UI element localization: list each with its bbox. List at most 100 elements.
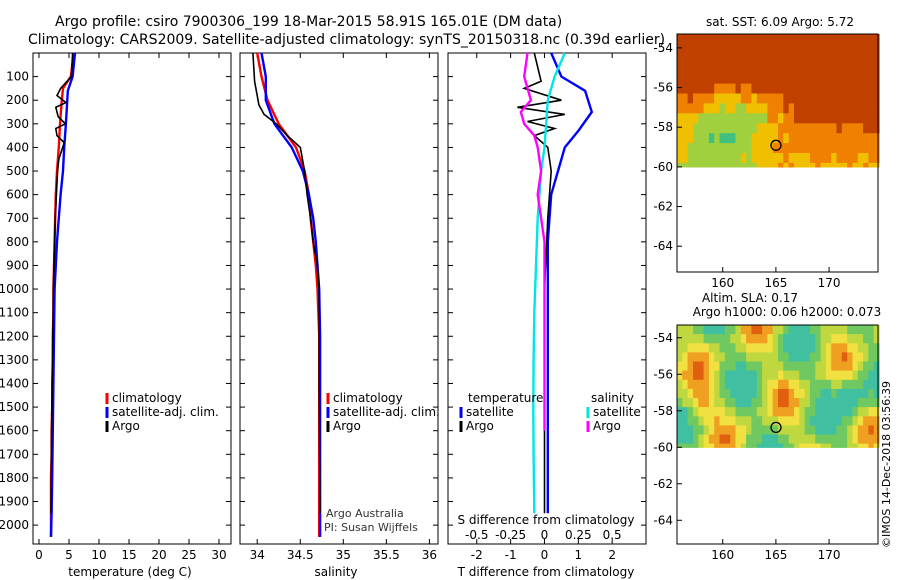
heatmap-cell — [740, 123, 747, 134]
heatmap-cell — [788, 343, 795, 353]
heatmap-cell — [708, 416, 715, 426]
heatmap-cell — [703, 53, 710, 65]
heatmap-cell — [756, 93, 763, 104]
x-tick-label: 30 — [211, 548, 226, 562]
heatmap-cell — [857, 434, 864, 445]
heatmap-cell — [831, 443, 838, 448]
sst-map-panel: sat. SST: 6.09 Argo: 5.72 160 165 170 -54 -5… — [653, 15, 880, 290]
heatmap-cell — [751, 103, 758, 114]
heatmap-cell — [783, 153, 790, 164]
heatmap-cell — [836, 407, 843, 417]
heatmap-cell — [836, 325, 843, 335]
heatmap-cell — [708, 443, 715, 448]
heatmap-cell — [857, 83, 864, 95]
heatmap-cell — [847, 93, 854, 104]
heatmap-cell — [857, 162, 864, 168]
heatmap-cell — [767, 334, 774, 344]
heatmap-cell — [698, 334, 705, 344]
heatmap-cell — [730, 334, 737, 344]
heatmap-cell — [703, 113, 710, 124]
y-tick-label: 300 — [6, 117, 29, 131]
heatmap-cell — [847, 53, 854, 65]
heatmap-cell — [687, 388, 694, 399]
heatmap-cell — [836, 43, 843, 55]
heatmap-cell — [815, 416, 822, 426]
heatmap-cell — [762, 103, 768, 114]
heatmap-cell — [825, 361, 832, 372]
heatmap-cell — [724, 34, 731, 45]
heatmap-cell — [730, 379, 737, 390]
heatmap-cell — [841, 43, 848, 55]
series-line-sat — [546, 52, 594, 514]
heatmap-cell — [852, 83, 859, 95]
heatmap-cell — [762, 425, 768, 436]
heatmap-cell — [735, 434, 742, 445]
heatmap-cell — [724, 153, 731, 164]
heatmap-cell — [794, 63, 800, 75]
heatmap-cell — [783, 334, 790, 344]
heatmap-cell — [762, 143, 768, 154]
heatmap-cell — [767, 434, 774, 445]
heatmap-cell — [703, 388, 710, 399]
heatmap-cell — [820, 34, 827, 45]
heatmap-cell — [708, 434, 715, 445]
heatmap-cell — [820, 43, 827, 55]
heatmap-cell — [847, 133, 854, 144]
heatmap-cell — [809, 93, 816, 104]
heatmap-cell — [831, 73, 838, 85]
heatmap-cell — [809, 153, 816, 164]
heatmap-cell — [809, 416, 816, 426]
heatmap-cell — [714, 407, 721, 417]
heatmap-cell — [863, 334, 869, 344]
heatmap-cell — [863, 103, 869, 114]
salinity-xlabel: salinity — [314, 565, 357, 579]
heatmap-cell — [852, 334, 859, 344]
heatmap-cell — [836, 73, 843, 85]
heatmap-cell — [868, 113, 875, 124]
heatmap-cell — [767, 379, 774, 390]
heatmap-cell — [809, 443, 816, 448]
heatmap-cell — [799, 407, 806, 417]
heatmap-cell — [815, 343, 822, 353]
heatmap-cell — [756, 352, 763, 363]
heatmap-cell — [831, 143, 838, 154]
heatmap-cell — [809, 361, 816, 372]
heatmap-cell — [687, 53, 694, 65]
heatmap-cell — [783, 73, 790, 85]
heatmap-cell — [714, 388, 721, 399]
heatmap-cell — [730, 425, 737, 436]
heatmap-cell — [714, 113, 721, 124]
heatmap-cell — [693, 103, 699, 114]
heatmap-cell — [693, 43, 699, 55]
heatmap-cell — [767, 34, 774, 45]
heatmap-cell — [693, 434, 699, 445]
heatmap-cell — [714, 398, 721, 408]
heatmap-cell — [847, 113, 854, 124]
heatmap-cell — [714, 416, 721, 426]
heatmap-cell — [852, 388, 859, 399]
heatmap-cell — [687, 398, 694, 408]
heatmap-cell — [868, 53, 875, 65]
x-tick-label: 10 — [91, 548, 106, 562]
heatmap-cell — [756, 334, 763, 344]
heatmap-cell — [698, 83, 705, 95]
heatmap-cell — [719, 370, 726, 381]
heatmap-cell — [815, 334, 822, 344]
heatmap-cell — [863, 325, 869, 335]
heatmap-cell — [762, 407, 768, 417]
heatmap-cell — [794, 73, 800, 85]
heatmap-cell — [809, 352, 816, 363]
heatmap-cell — [756, 113, 763, 124]
heatmap-cell — [788, 352, 795, 363]
heatmap-cell — [852, 63, 859, 75]
heatmap-cell — [714, 352, 721, 363]
map-y-tick-label: -54 — [653, 41, 673, 55]
heatmap-cell — [788, 425, 795, 436]
heatmap-cell — [820, 123, 827, 134]
heatmap-cell — [767, 133, 774, 144]
heatmap-cell — [794, 103, 800, 114]
heatmap-cell — [783, 325, 790, 335]
heatmap-cell — [730, 83, 737, 95]
heatmap-cell — [767, 388, 774, 399]
heatmap-cell — [783, 113, 790, 124]
